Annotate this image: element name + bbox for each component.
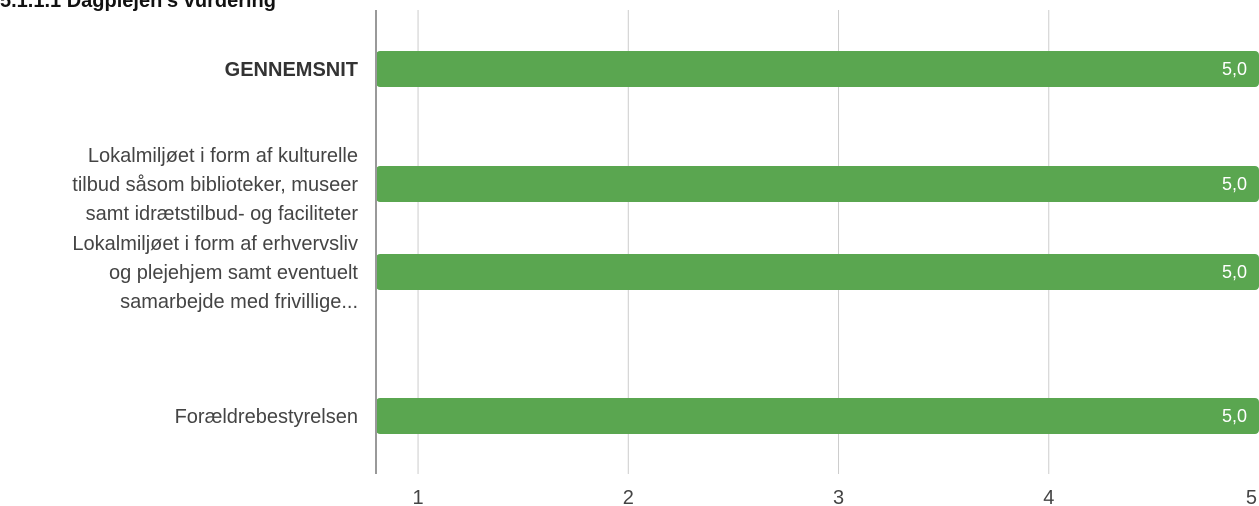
category-labels: GENNEMSNIT Lokalmiljøet i form af kulture… (72, 59, 358, 428)
grid-lines (417, 10, 1050, 474)
bar-value-label-2: 5,0 (1222, 174, 1247, 194)
bar-value-label-4: 5,0 (1222, 406, 1247, 426)
x-tick-label-5: 5 (1246, 487, 1257, 506)
category-label-2: Lokalmiljøet i form af kulturelle tilbud … (72, 145, 358, 225)
x-tick-label-2: 2 (623, 487, 634, 506)
bar-value-label-1: 5,0 (1222, 59, 1247, 79)
category-label-1: GENNEMSNIT (225, 59, 358, 81)
x-tick-label-4: 4 (1043, 487, 1054, 506)
bar-3 (376, 254, 1259, 290)
bars: 5,0 5,0 5,0 5,0 (376, 51, 1259, 434)
bar-4 (376, 398, 1259, 434)
bar-value-label-3: 5,0 (1222, 262, 1247, 282)
category-label-4: Forældrebestyrelsen (175, 406, 358, 428)
chart-title: 5.1.1.1 Dagplejen's vurdering (0, 0, 276, 12)
category-label-3: Lokalmiljøet i form af erhvervsliv og ple… (72, 233, 358, 313)
x-tick-label-3: 3 (833, 487, 844, 506)
x-tick-label-1: 1 (412, 487, 423, 506)
bar-1 (376, 51, 1259, 87)
bar-2 (376, 166, 1259, 202)
x-tick-labels: 1 2 3 4 5 (412, 487, 1257, 506)
